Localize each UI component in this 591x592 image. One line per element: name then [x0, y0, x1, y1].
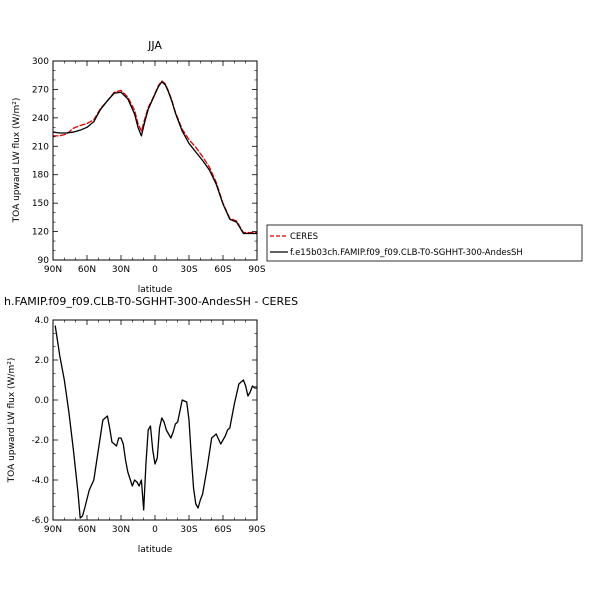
top-y-tick-label: 150	[32, 199, 49, 209]
top-x-tick-label: 90N	[44, 265, 62, 275]
top-panel-x-tick-labels: 90N 60N 30N 0 30S 60S 90S	[44, 265, 266, 275]
top-y-tick-label: 240	[32, 114, 49, 124]
top-panel-y-tick-labels: 90 120 150 180 210 240 270 300	[32, 57, 49, 266]
top-panel-ticks	[52, 60, 258, 261]
bottom-x-tick-label: 30N	[112, 525, 130, 535]
legend: CERES f.e15b03ch.FAMIP.f09_f09.CLB-T0-SG…	[266, 224, 583, 262]
top-y-tick-label: 210	[32, 142, 49, 152]
top-x-tick-label: 60N	[78, 265, 96, 275]
bottom-panel-ylabel: TOA upward LW flux (W/m²)	[7, 358, 17, 484]
top-y-tick-label: 90	[38, 256, 50, 266]
bottom-x-tick-label: 60N	[78, 525, 96, 535]
bottom-x-tick-label: 90S	[248, 525, 265, 535]
top-x-tick-label: 30S	[180, 265, 197, 275]
top-y-tick-label: 270	[32, 85, 49, 95]
top-series-line-0	[52, 80, 258, 234]
top-x-tick-label: 0	[152, 265, 158, 275]
bottom-y-tick-label: -4.0	[31, 476, 49, 486]
bottom-panel-frame	[52, 319, 258, 521]
bottom-y-tick-label: 4.0	[35, 316, 50, 326]
bottom-x-tick-label: 0	[152, 525, 158, 535]
bottom-y-tick-label: -6.0	[31, 516, 49, 526]
top-y-tick-label: 300	[32, 57, 49, 67]
top-x-tick-label: 90S	[248, 265, 265, 275]
bottom-series-line-0	[54, 325, 258, 519]
top-series-line-1	[52, 81, 258, 235]
top-panel-frame	[52, 60, 258, 261]
top-x-tick-label: 30N	[112, 265, 130, 275]
bottom-panel-y-tick-labels: -6.0 -4.0 -2.0 0.0 2.0 4.0	[31, 316, 49, 526]
legend-box	[266, 224, 583, 262]
bottom-panel-title: h.FAMIP.f09_f09.CLB-T0-SGHHT-300-AndesSH…	[4, 295, 298, 308]
top-panel-ylabel: TOA upward LW flux (W/m²)	[12, 98, 22, 224]
bottom-x-tick-label: 30S	[180, 525, 197, 535]
top-panel-title: JJA	[147, 39, 162, 52]
top-y-tick-label: 180	[32, 171, 49, 181]
top-y-tick-label: 120	[32, 228, 49, 238]
legend-label-model: f.e15b03ch.FAMIP.f09_f09.CLB-T0-SGHHT-30…	[290, 248, 523, 258]
legend-label-ceres: CERES	[290, 232, 318, 242]
bottom-x-tick-label: 60S	[214, 525, 231, 535]
bottom-panel-x-tick-labels: 90N 60N 30N 0 30S 60S 90S	[44, 525, 266, 535]
bottom-panel-ticks	[52, 319, 258, 521]
bottom-x-tick-label: 90N	[44, 525, 62, 535]
bottom-y-tick-label: 2.0	[35, 356, 50, 366]
bottom-panel: h.FAMIP.f09_f09.CLB-T0-SGHHT-300-AndesSH…	[4, 295, 298, 555]
bottom-panel-xlabel: latitude	[138, 545, 173, 555]
bottom-panel-series	[54, 325, 258, 519]
top-x-tick-label: 60S	[214, 265, 231, 275]
top-panel-series	[52, 80, 258, 235]
bottom-y-tick-label: -2.0	[31, 436, 49, 446]
bottom-y-tick-label: 0.0	[35, 396, 50, 406]
top-panel: JJA 90 120 150 180 210 240 270 300 90N 60N 30N 0 30…	[12, 39, 266, 295]
top-panel-xlabel: latitude	[138, 285, 173, 295]
